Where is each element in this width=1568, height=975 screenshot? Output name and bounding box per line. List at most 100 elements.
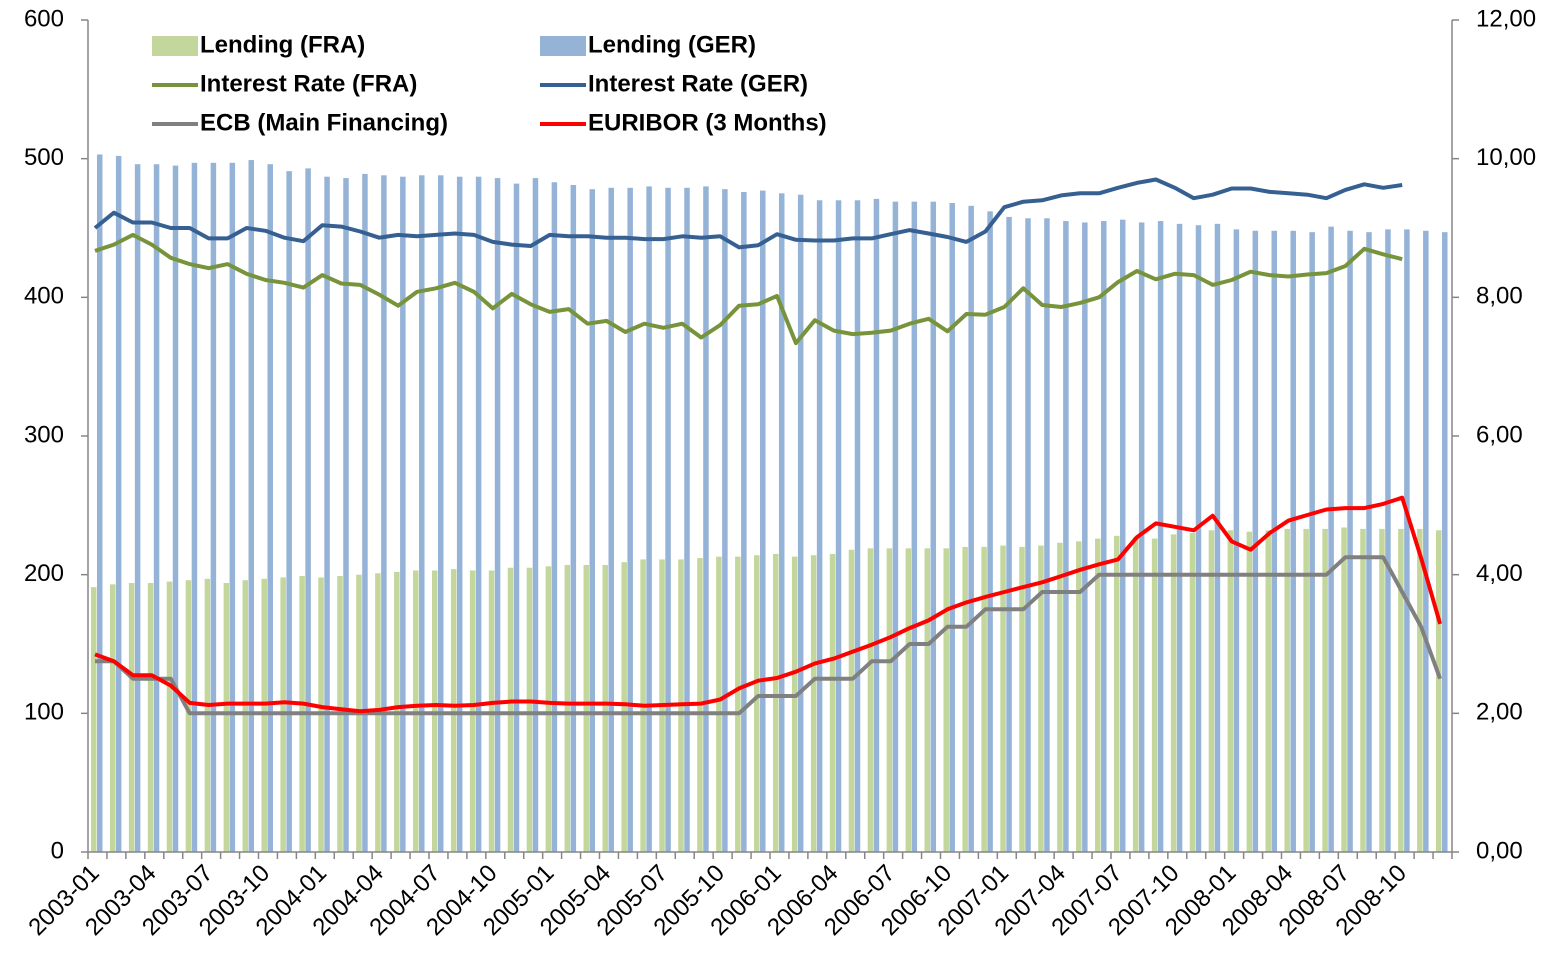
y2-tick-label: 12,00 (1476, 5, 1536, 32)
bar (1246, 531, 1253, 852)
legend-swatch (152, 36, 198, 56)
bar (1057, 542, 1063, 852)
bar (854, 200, 861, 852)
bar (1019, 546, 1025, 852)
bar (147, 582, 154, 852)
bar (109, 584, 116, 852)
bar (1101, 221, 1107, 853)
bar (172, 165, 179, 853)
bar (513, 183, 520, 853)
bar (848, 549, 855, 852)
bar (1436, 530, 1442, 852)
bar (1157, 221, 1164, 853)
bar (1195, 225, 1202, 852)
bar (419, 175, 425, 853)
bar (873, 198, 880, 852)
bar (684, 187, 690, 852)
bar (1233, 229, 1240, 853)
bar (1309, 232, 1315, 852)
bar (1341, 527, 1347, 852)
bar (962, 546, 968, 852)
bar (835, 200, 842, 852)
bar (1442, 232, 1448, 852)
bar (772, 553, 779, 852)
bar (204, 578, 211, 852)
bar (646, 186, 652, 852)
legend-label: EURIBOR (3 Months) (588, 109, 827, 136)
y2-tick-label: 10,00 (1476, 144, 1536, 171)
y2-tick-label: 8,00 (1476, 283, 1523, 310)
bar (621, 562, 627, 852)
bar (1000, 545, 1006, 852)
bar (987, 211, 993, 853)
bar (261, 578, 267, 852)
bar (1404, 229, 1410, 853)
bar (191, 162, 198, 852)
bar (602, 564, 608, 852)
bar (96, 154, 103, 853)
bar (153, 164, 160, 853)
bar (1170, 534, 1177, 852)
bar (400, 176, 406, 852)
bar (324, 176, 330, 852)
y2-tick-label: 6,00 (1476, 421, 1523, 448)
bar (1385, 229, 1391, 853)
bar (1138, 222, 1145, 852)
bar (229, 162, 236, 852)
bar (943, 548, 949, 852)
bar (930, 201, 937, 853)
bar (1252, 230, 1259, 853)
bar (507, 567, 514, 852)
y2-tick-label: 2,00 (1476, 699, 1523, 726)
bar (911, 201, 918, 853)
bar (1271, 230, 1278, 853)
bar (115, 155, 122, 853)
bar (532, 178, 539, 852)
bar (949, 203, 955, 853)
bar (223, 582, 230, 852)
bar (564, 564, 571, 852)
bar (248, 160, 255, 852)
bar (968, 205, 974, 852)
bar (1132, 537, 1139, 852)
bar (1151, 538, 1158, 852)
y2-tick-label: 4,00 (1476, 560, 1523, 587)
bar (545, 566, 552, 852)
bar (362, 173, 368, 853)
line (93, 177, 1403, 250)
bar (1214, 223, 1221, 853)
bar (1328, 226, 1334, 852)
bar (437, 175, 444, 853)
bar (305, 168, 311, 852)
bar (1347, 230, 1353, 853)
y-tick-label: 300 (24, 421, 64, 448)
legend-label: Lending (GER) (588, 31, 756, 58)
bar (1025, 218, 1031, 852)
bar (583, 564, 590, 852)
bar (1189, 533, 1196, 852)
bar (665, 187, 671, 852)
bar (735, 556, 741, 852)
bar (1044, 218, 1050, 852)
bar (1303, 528, 1309, 852)
bar (760, 190, 766, 852)
bar (210, 162, 217, 852)
line (95, 555, 1442, 716)
y-tick-label: 600 (24, 5, 64, 32)
bar (242, 580, 249, 852)
legend-label: Interest Rate (GER) (588, 70, 808, 97)
bar (185, 580, 192, 852)
bar (791, 556, 798, 852)
bar (469, 570, 476, 852)
bar (589, 189, 596, 852)
bar (488, 570, 495, 852)
bar (1423, 230, 1429, 853)
y-tick-label: 500 (24, 144, 64, 171)
bar (1038, 545, 1044, 852)
bar (134, 164, 141, 853)
bar (627, 187, 633, 852)
bar (816, 200, 823, 852)
bar (1366, 232, 1372, 852)
bar (886, 548, 893, 852)
bar (343, 178, 349, 852)
